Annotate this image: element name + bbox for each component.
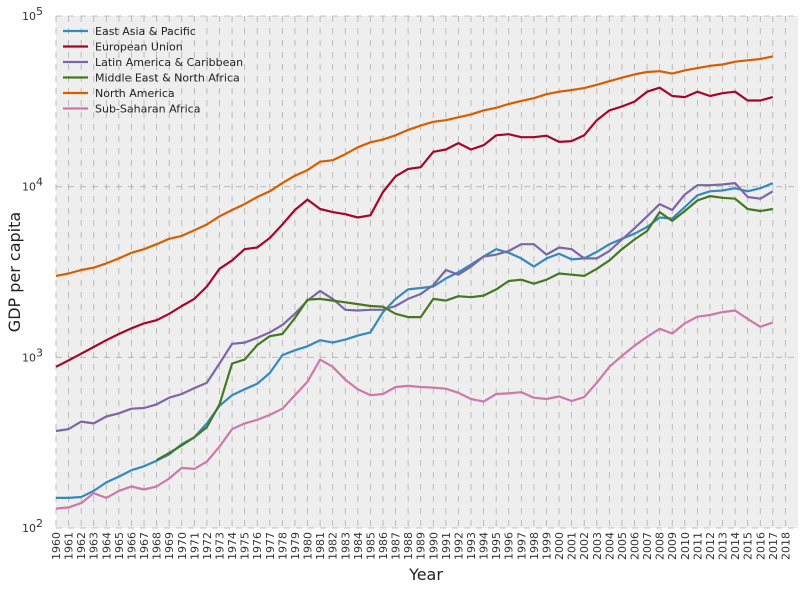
x-tick-label: 1961 <box>63 532 76 560</box>
x-tick-label: 2011 <box>691 532 704 560</box>
x-tick-label: 2005 <box>616 532 629 560</box>
x-tick-label: 2009 <box>666 532 679 560</box>
x-tick-label: 2010 <box>679 532 692 560</box>
x-tick-label: 1972 <box>201 532 214 560</box>
x-tick-label: 1986 <box>377 532 390 560</box>
x-tick-label: 1983 <box>339 532 352 560</box>
x-tick-label: 1984 <box>352 532 365 560</box>
series-line-middle-east-north-africa <box>156 195 773 462</box>
y-tick-label: 10 <box>22 10 36 23</box>
legend-label: European Union <box>95 41 183 54</box>
series-line-latin-america-caribbean <box>55 182 774 433</box>
x-tick-label: 1976 <box>251 532 264 560</box>
x-tick-label: 1970 <box>176 532 189 560</box>
x-tick-label: 2007 <box>641 532 654 560</box>
series-line-north-america <box>55 55 774 277</box>
series-group <box>55 55 774 510</box>
x-tick-label: 1995 <box>490 532 503 560</box>
legend-label: Latin America & Caribbean <box>95 56 243 69</box>
x-tick-label: 1978 <box>276 532 289 560</box>
x-tick-label: 1985 <box>364 532 377 560</box>
x-tick-label: 1968 <box>151 532 164 560</box>
plot-background <box>56 16 798 528</box>
x-tick-label: 1964 <box>100 532 113 560</box>
x-tick-label: 1962 <box>75 532 88 560</box>
x-tick-label: 1994 <box>478 532 491 560</box>
x-tick-label: 2006 <box>629 532 642 560</box>
x-tick-label: 2013 <box>717 532 730 560</box>
x-tick-label: 1981 <box>314 532 327 560</box>
x-tick-label: 2012 <box>704 532 717 560</box>
x-tick-label: 1987 <box>390 532 403 560</box>
x-tick-label: 1975 <box>239 532 252 560</box>
x-tick-label: 1967 <box>138 532 151 560</box>
x-tick-label: 1988 <box>402 532 415 560</box>
y-axis-label: GDP per capita <box>5 212 24 332</box>
y-tick-exponent: 3 <box>36 346 43 359</box>
x-tick-label: 1992 <box>452 532 465 560</box>
x-tick-label: 2002 <box>578 532 591 560</box>
x-tick-label: 1997 <box>515 532 528 560</box>
x-tick-label: 1960 <box>50 532 63 560</box>
x-tick-label: 2004 <box>603 532 616 560</box>
x-tick-label: 1980 <box>302 532 315 560</box>
legend-label: Sub-Saharan Africa <box>95 103 200 116</box>
legend-label: East Asia & Pacific <box>95 25 196 38</box>
x-tick-label: 1982 <box>327 532 340 560</box>
x-tick-label: 1966 <box>125 532 138 560</box>
x-tick-label: 1989 <box>415 532 428 560</box>
x-tick-label: 1965 <box>113 532 126 560</box>
x-tick-label: 1991 <box>440 532 453 560</box>
x-tick-label: 2017 <box>767 532 780 560</box>
x-tick-label: 2003 <box>591 532 604 560</box>
y-tick-label: 10 <box>22 522 36 535</box>
x-tick-label: 2015 <box>742 532 755 560</box>
x-tick-label: 1996 <box>503 532 516 560</box>
x-tick-label: 1969 <box>163 532 176 560</box>
x-tick-label: 1963 <box>88 532 101 560</box>
x-tick-label: 2008 <box>654 532 667 560</box>
x-tick-label: 1998 <box>528 532 541 560</box>
legend-label: Middle East & North Africa <box>95 72 240 85</box>
x-tick-labels: 1960 1961 1962 1963 1964 1965 1966 1967 1968 1969… <box>50 532 792 560</box>
x-tick-label: 1977 <box>264 532 277 560</box>
x-tick-label: 1974 <box>226 532 239 560</box>
y-tick-exponent: 2 <box>36 517 43 530</box>
series-line-sub-saharan-africa <box>55 309 774 510</box>
x-tick-label: 2000 <box>553 532 566 560</box>
grid <box>55 15 798 529</box>
x-tick-label: 1979 <box>289 532 302 560</box>
y-tick-label: 10 <box>22 181 36 194</box>
x-tick-label: 2018 <box>779 532 792 560</box>
x-tick-label: 1973 <box>213 532 226 560</box>
x-tick-label: 2016 <box>754 532 767 560</box>
y-tick-exponent: 5 <box>36 5 43 18</box>
legend-label: North America <box>95 87 175 100</box>
x-tick-label: 2001 <box>566 532 579 560</box>
x-tick-label: 1999 <box>540 532 553 560</box>
series-line-european-union <box>55 86 774 368</box>
x-tick-label: 2014 <box>729 532 742 560</box>
x-tick-label: 1990 <box>427 532 440 560</box>
x-tick-label: 1993 <box>465 532 478 560</box>
y-tick-exponent: 4 <box>36 176 43 189</box>
y-tick-label: 10 <box>22 351 36 364</box>
legend: East Asia & Pacific European Union Latin A… <box>63 25 243 116</box>
x-axis-label: Year <box>408 565 443 584</box>
x-tick-label: 1971 <box>188 532 201 560</box>
